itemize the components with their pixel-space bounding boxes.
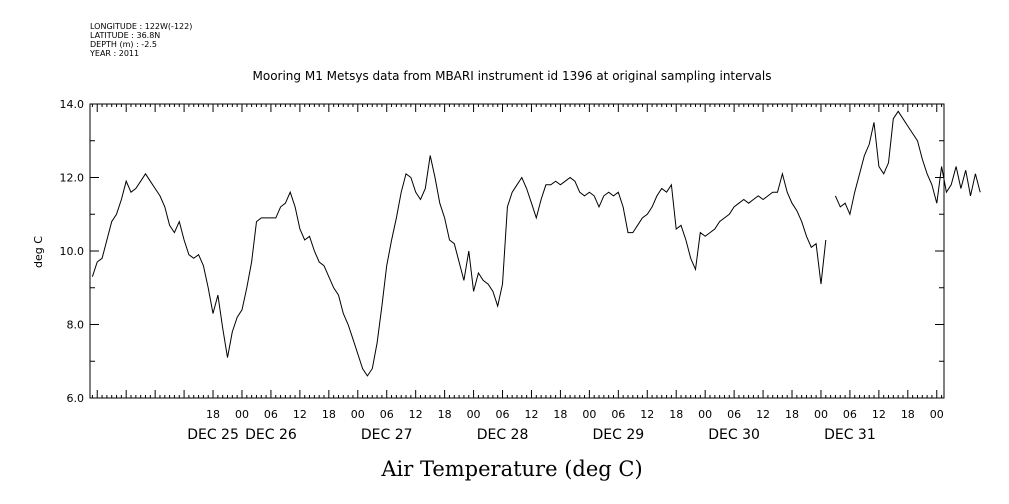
x-tick-label: 06 <box>611 408 625 421</box>
header-depth: DEPTH (m) : -2.5 <box>90 40 157 49</box>
y-tick-label: 12.0 <box>60 172 85 185</box>
x-tick-label: 12 <box>872 408 886 421</box>
x-date-label: DEC 30 <box>708 427 760 443</box>
x-tick-label: 00 <box>351 408 365 421</box>
x-tick-label: 00 <box>467 408 481 421</box>
y-tick-label: 10.0 <box>60 245 85 258</box>
header-longitude: LONGITUDE : 122W(-122) <box>90 22 193 31</box>
x-tick-label: 00 <box>235 408 249 421</box>
x-date-label: DEC 31 <box>824 427 876 443</box>
y-tick-label: 8.0 <box>67 319 85 332</box>
x-date-label: DEC 25 <box>187 427 239 443</box>
x-tick-label: 00 <box>930 408 944 421</box>
series-line <box>91 155 827 377</box>
labels-layer: 18 00 06 12 18 00 06 12 18 00 06 12 18 00 06 12 18 00 06 12… <box>60 98 944 443</box>
header-latitude: LATITUDE : 36.8N <box>90 31 161 40</box>
series-line <box>834 110 981 216</box>
x-tick-label: 00 <box>698 408 712 421</box>
x-date-label: DEC 28 <box>477 427 529 443</box>
x-tick-label: 12 <box>640 408 654 421</box>
x-date-label: DEC 29 <box>592 427 644 443</box>
y-axis-label: deg C <box>32 236 45 268</box>
x-tick-label: 18 <box>322 408 336 421</box>
chart-title: Mooring M1 Metsys data from MBARI instru… <box>253 69 772 83</box>
x-tick-label: 12 <box>756 408 770 421</box>
x-tick-label: 06 <box>727 408 741 421</box>
x-tick-label: 00 <box>582 408 596 421</box>
x-tick-label: 18 <box>206 408 220 421</box>
x-tick-label: 00 <box>814 408 828 421</box>
x-tick-label: 12 <box>293 408 307 421</box>
x-tick-label: 12 <box>409 408 423 421</box>
x-tick-label: 06 <box>496 408 510 421</box>
x-tick-label: 18 <box>669 408 683 421</box>
ticks-layer <box>90 103 944 399</box>
x-axis-label: Air Temperature (deg C) <box>380 457 642 481</box>
x-tick-label: 18 <box>438 408 452 421</box>
y-tick-label: 6.0 <box>67 392 85 405</box>
y-tick-label: 14.0 <box>60 98 85 111</box>
x-date-label: DEC 27 <box>361 427 413 443</box>
series-layer <box>91 110 981 377</box>
x-tick-label: 12 <box>524 408 538 421</box>
x-tick-label: 06 <box>380 408 394 421</box>
plot-frame <box>89 103 945 399</box>
x-tick-label: 18 <box>785 408 799 421</box>
x-tick-label: 18 <box>553 408 567 421</box>
x-tick-label: 06 <box>843 408 857 421</box>
x-tick-label: 18 <box>901 408 915 421</box>
x-tick-label: 06 <box>264 408 278 421</box>
x-date-label: DEC 26 <box>245 427 297 443</box>
header-year: YEAR : 2011 <box>90 49 140 58</box>
